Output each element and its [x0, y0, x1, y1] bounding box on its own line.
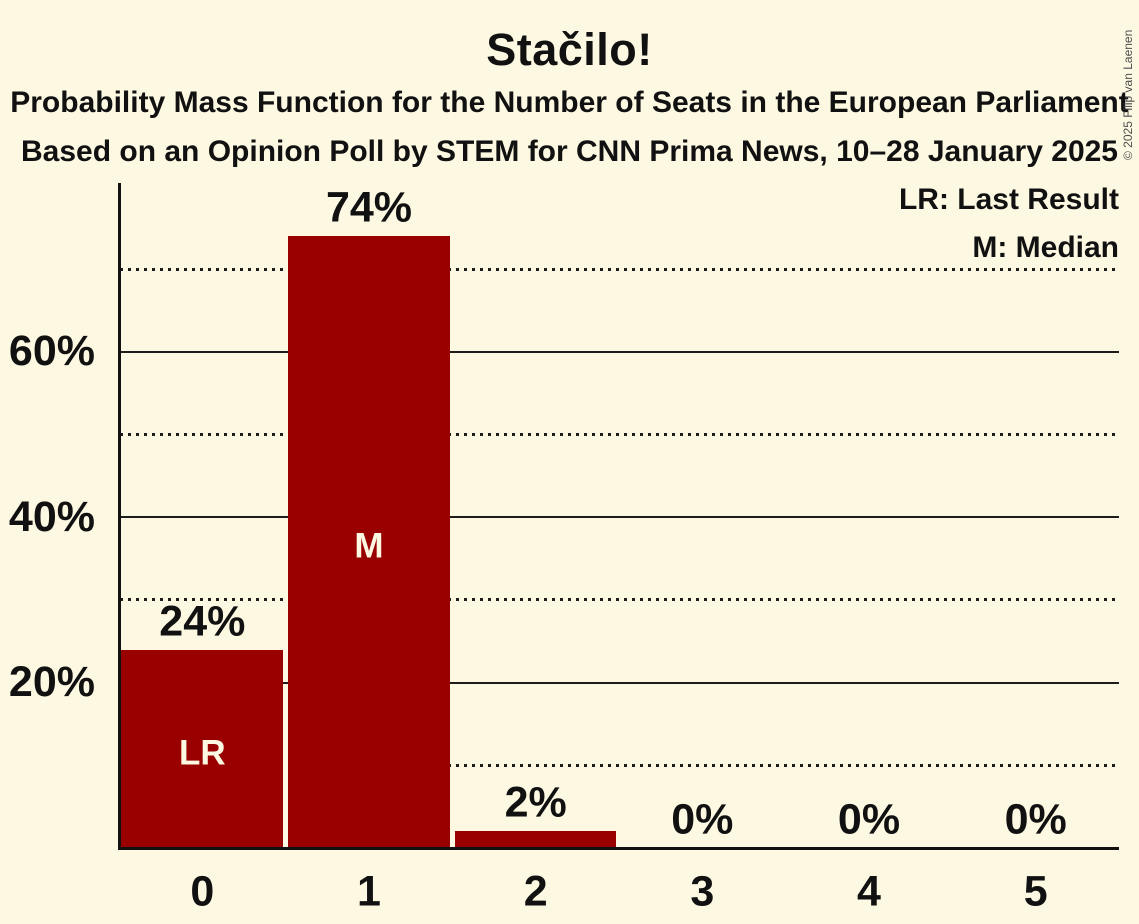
gridline-minor-50pct: [120, 433, 1119, 436]
bar-value-label: 0%: [671, 795, 734, 844]
x-tick-label-1: 1: [357, 867, 381, 916]
y-tick-label-60pct: 60%: [8, 327, 95, 376]
x-axis: [117, 846, 1119, 850]
bar-seats-0: [119, 649, 284, 848]
bar-value-label: 0%: [1004, 795, 1067, 844]
gridline-minor-30pct: [120, 598, 1119, 602]
x-tick-label-5: 5: [1023, 867, 1048, 916]
chart-source-line: Based on an Opinion Poll by STEM for CNN…: [20, 135, 1118, 168]
gridline-major-40pct: [120, 516, 1119, 519]
bar-value-label: 24%: [159, 597, 246, 646]
bar-value-label: 2%: [504, 778, 567, 827]
gridline-major-20pct: [120, 681, 1119, 684]
legend-median: M: Median: [972, 231, 1119, 264]
bar-value-label: 0%: [837, 795, 901, 844]
gridline-major-60pct: [120, 350, 1119, 353]
x-tick-label-3: 3: [690, 867, 715, 916]
y-tick-label-20pct: 20%: [8, 658, 95, 707]
gridline-minor-70pct: [120, 267, 1119, 271]
bar-annotation-lr: LR: [179, 733, 226, 773]
bar-value-label: 74%: [325, 183, 413, 232]
y-tick-label-40pct: 40%: [8, 492, 95, 541]
x-tick-label-0: 0: [190, 867, 215, 916]
gridline-minor-10pct: [120, 763, 1119, 767]
bar-annotation-m: M: [354, 526, 384, 566]
x-tick-label-2: 2: [523, 867, 548, 916]
bar-seats-1: [288, 236, 450, 848]
chart-title: Stačilo!: [486, 24, 653, 75]
chart-subtitle: Probability Mass Function for the Number…: [10, 86, 1129, 119]
bar-seats-2: [454, 831, 617, 848]
legend-last-result: LR: Last Result: [898, 183, 1119, 216]
x-tick-label-4: 4: [857, 867, 881, 916]
y-axis: [117, 183, 121, 850]
